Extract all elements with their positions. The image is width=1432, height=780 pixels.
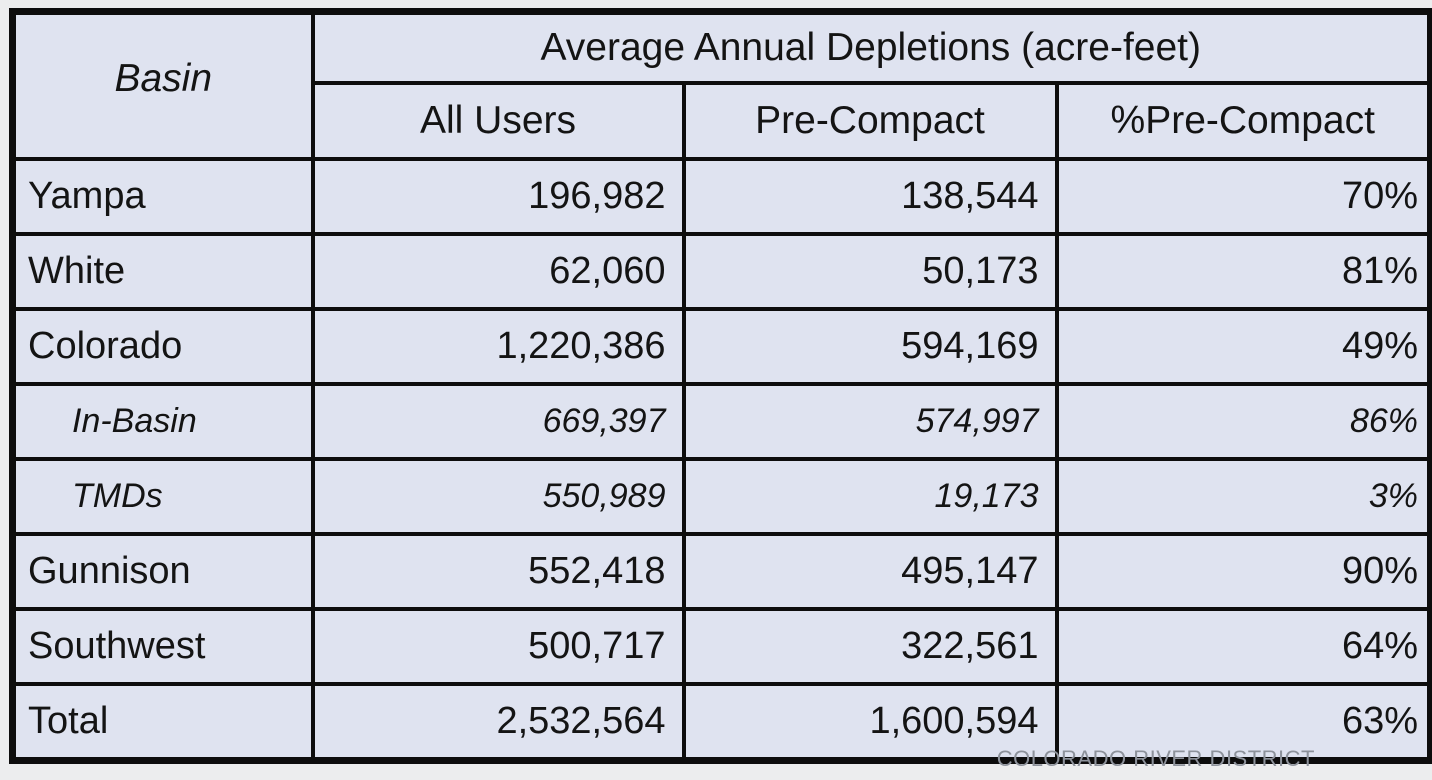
pre-compact-cell: 574,997: [681, 382, 1059, 461]
all-users-cell: 500,717: [310, 607, 686, 686]
pre-compact-column-header: Pre-Compact: [681, 81, 1059, 161]
pct-pre-compact-column-header: %Pre-Compact: [1054, 81, 1432, 161]
all-users-cell: 196,982: [310, 157, 686, 236]
basin-cell: Southwest: [10, 607, 315, 686]
group-column-header: Average Annual Depletions (acre-feet): [310, 9, 1432, 85]
basin-cell: Colorado: [10, 307, 315, 386]
pct-pre-compact-cell: 49%: [1054, 307, 1432, 386]
table-header-row-columns: All Users Pre-Compact %Pre-Compact: [13, 81, 1432, 161]
basin-column-header: Basin: [10, 9, 315, 161]
basin-cell: TMDs: [10, 457, 315, 536]
pct-pre-compact-cell: 70%: [1054, 157, 1432, 236]
table-row-gunnison: Gunnison 552,418 495,147 90%: [10, 532, 1432, 611]
basin-cell: Gunnison: [10, 532, 315, 611]
table-header-row-group: Basin Average Annual Depletions (acre-fe…: [10, 9, 1432, 161]
all-users-cell: 669,397: [310, 382, 686, 461]
pre-compact-cell: 594,169: [681, 307, 1059, 386]
basin-cell: Yampa: [10, 157, 315, 236]
all-users-cell: 552,418: [310, 532, 686, 611]
pct-pre-compact-cell: 64%: [1054, 607, 1432, 686]
pre-compact-cell: 19,173: [681, 457, 1059, 536]
all-users-cell: 550,989: [310, 457, 686, 536]
pct-pre-compact-cell: 81%: [1054, 232, 1432, 311]
pct-pre-compact-cell: 3%: [1054, 457, 1432, 536]
pre-compact-cell: 322,561: [681, 607, 1059, 686]
pre-compact-cell: 495,147: [681, 532, 1059, 611]
table-row-white: White 62,060 50,173 81%: [10, 232, 1432, 311]
basin-cell: In-Basin: [10, 382, 315, 461]
all-users-cell: 1,220,386: [310, 307, 686, 386]
all-users-column-header: All Users: [310, 81, 686, 161]
pre-compact-cell: 138,544: [681, 157, 1059, 236]
table-row-tmds: TMDs 550,989 19,173 3%: [10, 457, 1432, 536]
pct-pre-compact-cell: 90%: [1054, 532, 1432, 611]
basin-cell: Total: [10, 682, 315, 763]
table-row-in-basin: In-Basin 669,397 574,997 86%: [10, 382, 1432, 461]
all-users-cell: 2,532,564: [310, 682, 686, 763]
pre-compact-cell: 50,173: [681, 232, 1059, 311]
depletions-table: Basin Average Annual Depletions (acre-fe…: [9, 8, 1432, 764]
table-row-colorado: Colorado 1,220,386 594,169 49%: [10, 307, 1432, 386]
attribution-text: COLORADO RIVER DISTRICT: [996, 746, 1315, 771]
pct-pre-compact-cell: 63%: [1054, 682, 1432, 763]
table-row-southwest: Southwest 500,717 322,561 64%: [10, 607, 1432, 686]
all-users-cell: 62,060: [310, 232, 686, 311]
table-row-yampa: Yampa 196,982 138,544 70%: [10, 157, 1432, 236]
pct-pre-compact-cell: 86%: [1054, 382, 1432, 461]
table-row-total: Total 2,532,564 1,600,594 63%: [10, 682, 1432, 763]
basin-cell: White: [10, 232, 315, 311]
pre-compact-cell: 1,600,594: [681, 682, 1059, 763]
